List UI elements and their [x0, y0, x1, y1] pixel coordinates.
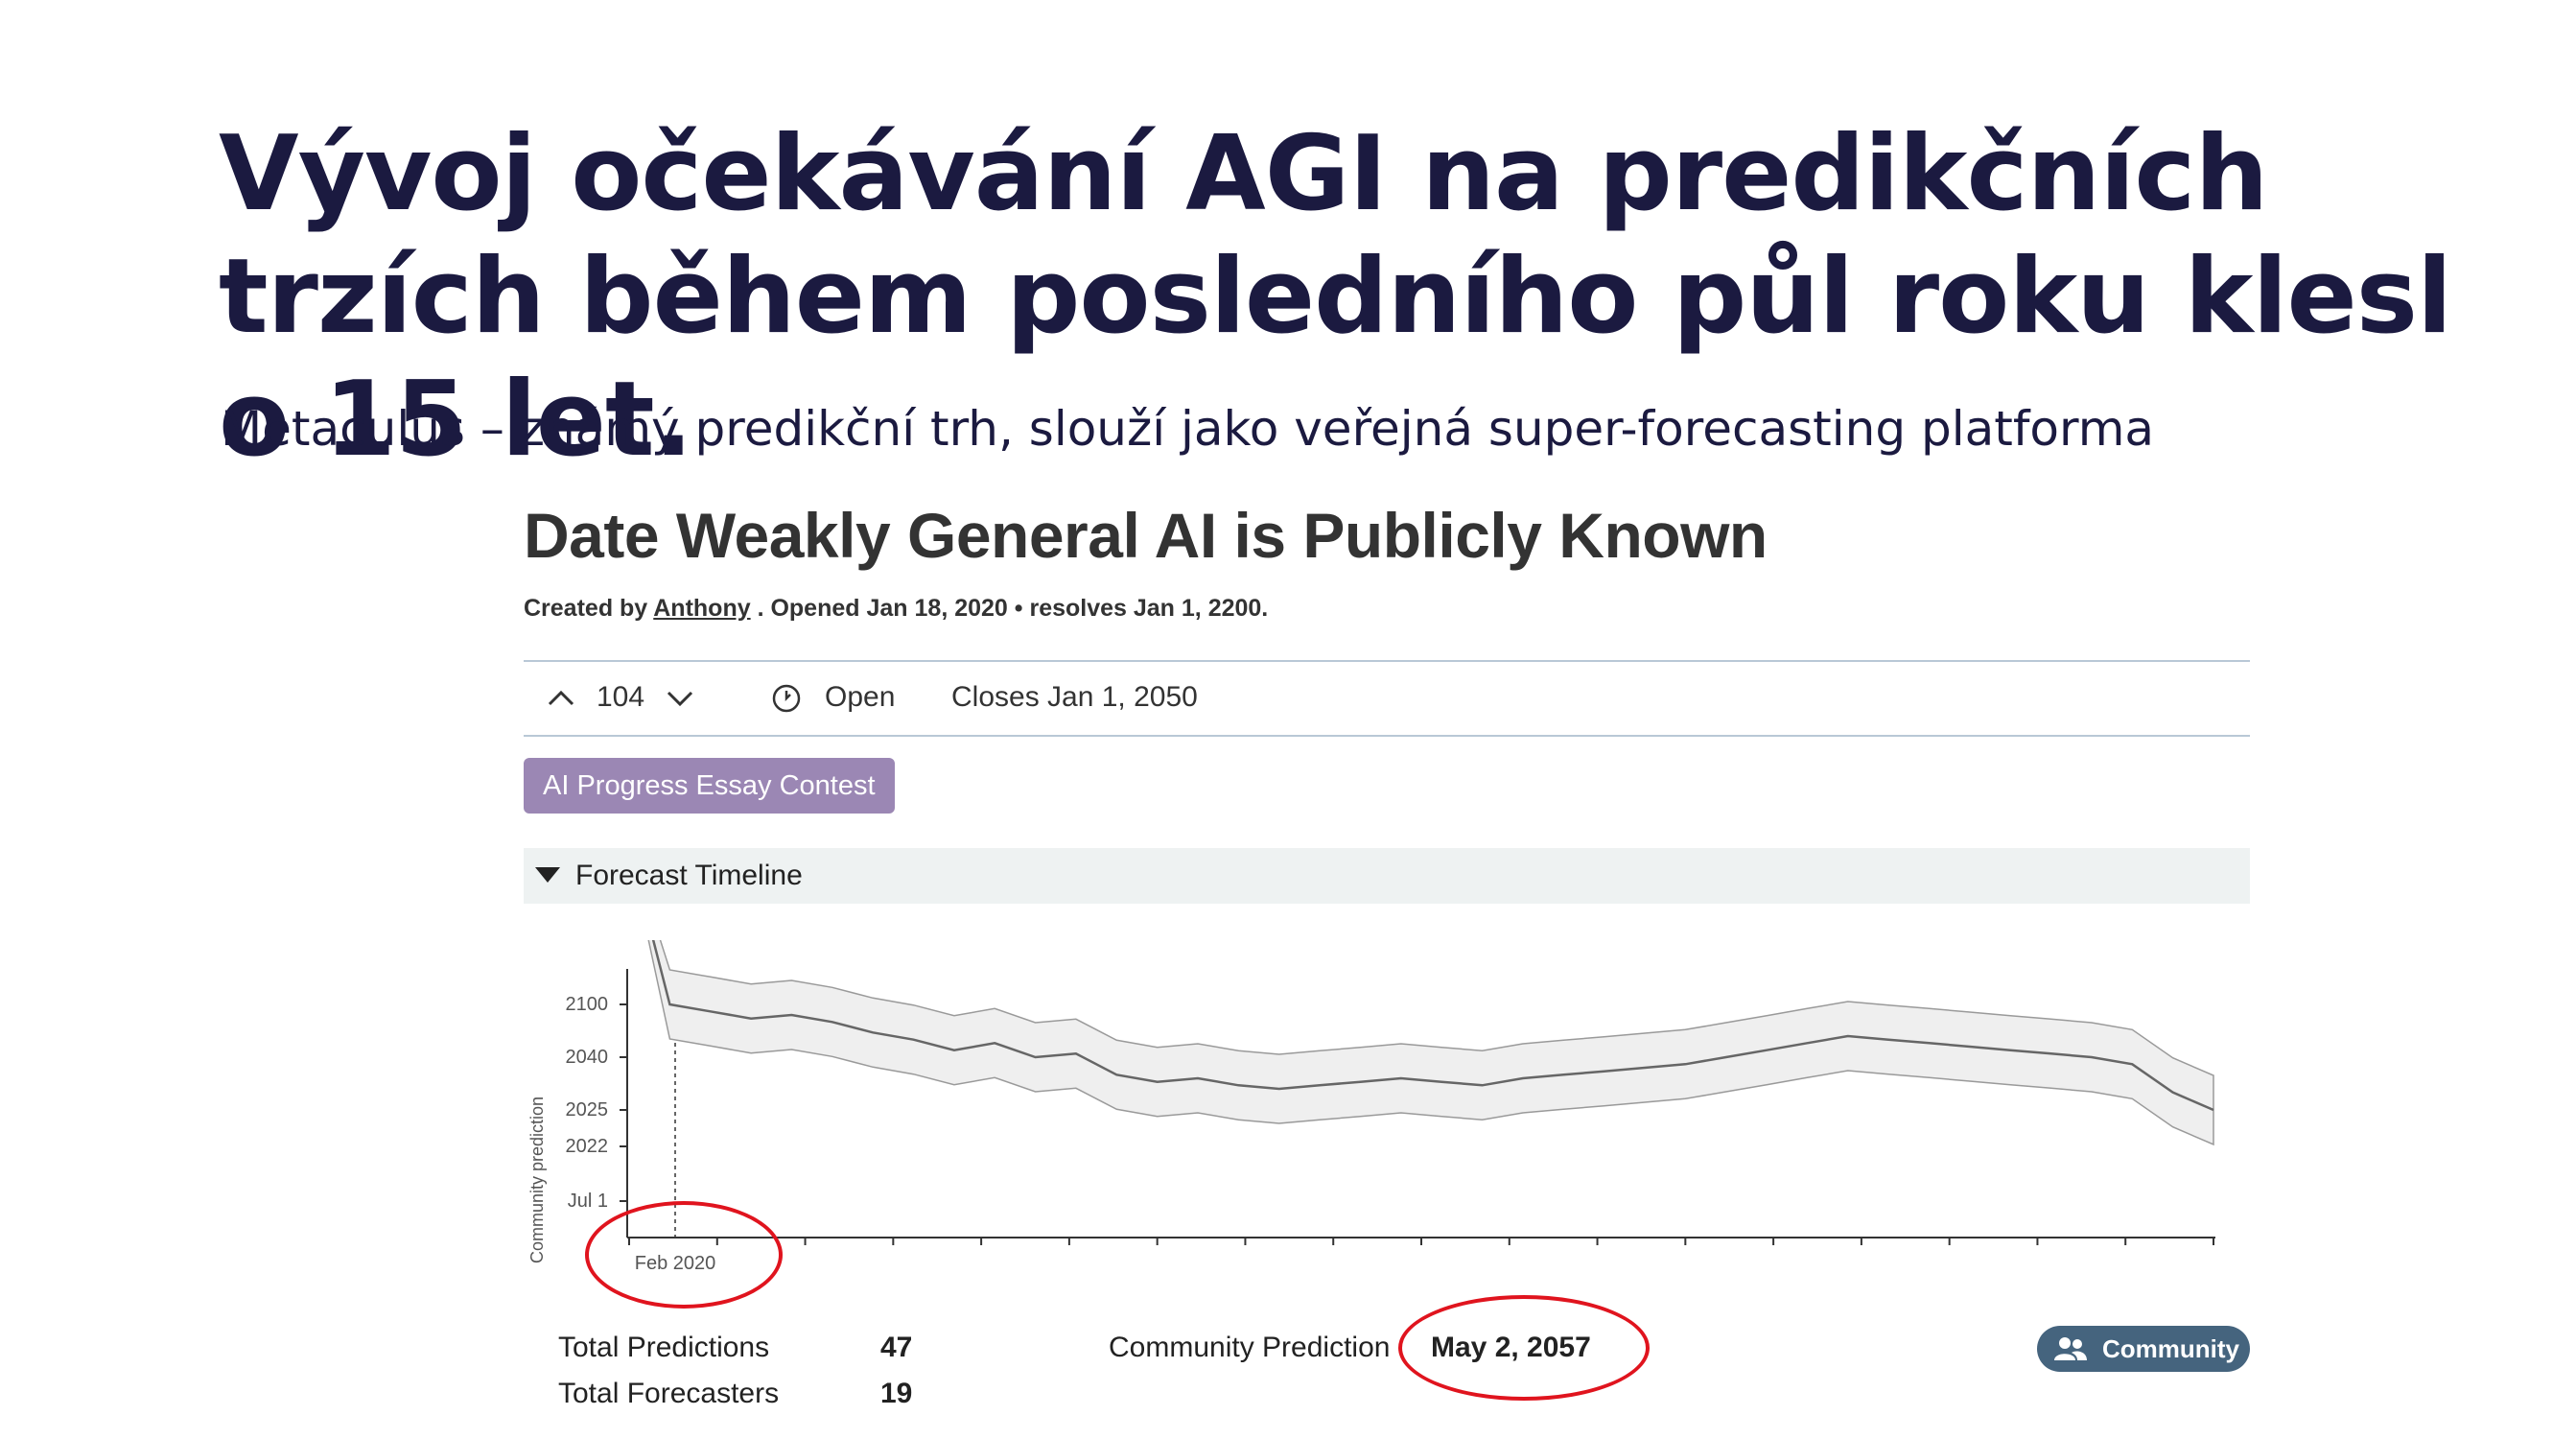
- slide-subtitle: Metaculus – známý predikční trh, slouží …: [221, 401, 2155, 457]
- y-axis-label: Community prediction: [527, 1097, 547, 1263]
- created-suffix: . Opened Jan 18, 2020 • resolves Jan 1, …: [757, 595, 1269, 622]
- created-prefix: Created by: [524, 595, 648, 622]
- vote-count: 104: [597, 681, 645, 713]
- y-ticks: 2100 2040 2025 2022 Jul 1: [566, 994, 627, 1212]
- question-panel: Date Weakly General AI is Publicly Known…: [524, 499, 2250, 1420]
- question-meta: Created by Anthony . Opened Jan 18, 2020…: [524, 595, 1268, 623]
- triangle-down-icon: [535, 867, 560, 883]
- forecast-timeline-label: Forecast Timeline: [575, 860, 803, 891]
- author-link[interactable]: Anthony: [653, 595, 751, 622]
- community-button[interactable]: Community: [2037, 1326, 2250, 1372]
- highlight-ellipse-feb2020: [585, 1201, 783, 1309]
- x-ticks: [628, 1238, 2214, 1245]
- chevron-down-icon[interactable]: [666, 685, 694, 718]
- community-button-label: Community: [2102, 1334, 2239, 1363]
- forecast-timeline-toggle[interactable]: Forecast Timeline: [524, 848, 2250, 904]
- chevron-up-icon[interactable]: [547, 685, 575, 718]
- forecast-chart: Community prediction 2100 2040 2025 2022…: [527, 940, 2215, 1274]
- y-tick-label: Jul 1: [568, 1191, 608, 1212]
- y-tick-label: 2025: [566, 1099, 609, 1121]
- status-text: Open: [825, 681, 896, 713]
- clock-icon: [771, 683, 802, 721]
- total-forecasters-label: Total Forecasters: [558, 1378, 780, 1409]
- slide-title: Vývoj očekávání AGI na predikčních trzíc…: [219, 114, 2452, 480]
- prediction-band: [647, 940, 2214, 1146]
- users-icon: [2054, 1337, 2087, 1360]
- y-tick-label: 2040: [566, 1047, 609, 1068]
- category-tag[interactable]: AI Progress Essay Contest: [524, 758, 895, 814]
- y-tick-label: 2100: [566, 994, 609, 1015]
- closes-text: Closes Jan 1, 2050: [951, 681, 1198, 713]
- y-tick-label: 2022: [566, 1136, 609, 1157]
- total-forecasters-value: 19: [880, 1378, 913, 1409]
- question-title: Date Weakly General AI is Publicly Known: [524, 500, 1768, 571]
- median-line: [651, 940, 2214, 1112]
- community-prediction-label: Community Prediction: [1109, 1332, 1391, 1363]
- total-predictions-label: Total Predictions: [558, 1332, 770, 1363]
- highlight-ellipse-prediction: [1398, 1295, 1650, 1401]
- total-predictions-value: 47: [880, 1332, 913, 1363]
- question-toolbar: 104 Open Closes Jan 1, 2050: [524, 660, 2250, 737]
